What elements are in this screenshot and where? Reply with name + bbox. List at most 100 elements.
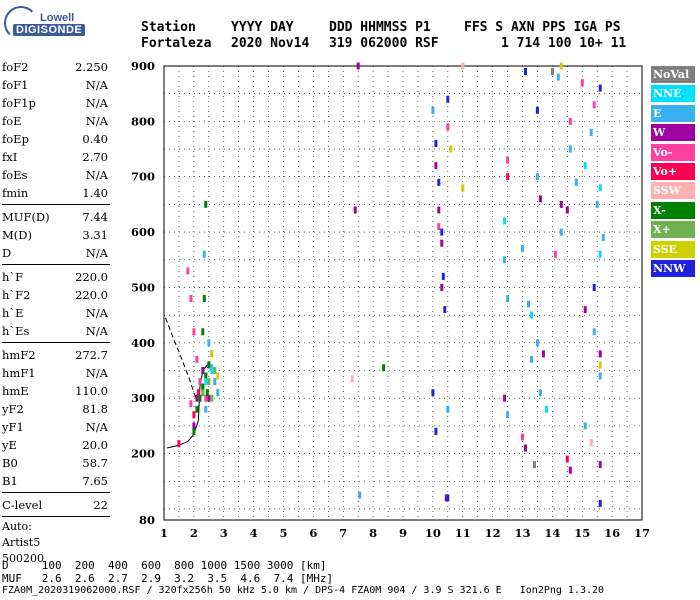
x-tick-label: 2 <box>190 526 198 540</box>
param-value: 220.0 <box>75 288 108 302</box>
x-tick-label: 12 <box>485 526 501 540</box>
echo-mark-e <box>568 145 572 153</box>
logo-lowell: Lowell <box>40 12 75 24</box>
x-tick-label: 11 <box>455 526 471 540</box>
echo-mark-x- <box>201 328 205 336</box>
echo-mark-e <box>213 378 217 386</box>
echo-mark-noval <box>550 68 554 75</box>
echo-mark-vo- <box>195 355 199 363</box>
echo-mark-e <box>204 405 208 413</box>
footer-info: FZA0M_2020319062000.RSF / 320fx256h 50 k… <box>2 585 605 596</box>
param-label: B0 <box>2 456 18 470</box>
echo-mark-e <box>556 73 560 81</box>
legend-item-x-: X+ <box>651 221 695 239</box>
echo-mark-e <box>530 355 533 363</box>
param-row: B0 58.7 <box>2 454 110 472</box>
echo-mark-x- <box>202 295 206 302</box>
param-label: fmin <box>2 186 29 200</box>
echo-mark-e <box>506 411 510 419</box>
param-label: M(D) <box>2 228 32 242</box>
echo-mark-nne <box>544 405 548 413</box>
echo-mark-sse <box>210 350 214 358</box>
x-tick-label: 5 <box>279 526 287 540</box>
echo-mark-vo- <box>553 250 557 258</box>
param-value: N/A <box>85 96 108 110</box>
logo-arc-icon <box>4 6 38 40</box>
echo-mark-vo- <box>192 328 196 336</box>
echo-mark-sse <box>449 145 453 153</box>
header-label: FFS S AXN PPS IGA PS <box>464 20 621 35</box>
echo-mark-vo- <box>186 267 190 275</box>
header-label: DDD HHMMSS P1 <box>329 20 431 35</box>
param-label: fxI <box>2 150 18 164</box>
header-value: 1 714 100 10+ 11 <box>501 36 627 51</box>
echo-mark-ssw <box>350 375 354 383</box>
param-value: 20.0 <box>82 438 108 452</box>
echo-mark-e <box>574 178 578 186</box>
param-row: fxI 2.70 <box>2 148 110 166</box>
echo-mark-nne <box>530 311 533 319</box>
param-label: foF2 <box>2 60 29 74</box>
param-label: yF2 <box>2 402 24 416</box>
echo-mark-nne <box>503 217 507 225</box>
param-label: hmF2 <box>2 348 36 362</box>
echo-mark-x- <box>195 405 199 413</box>
echo-mark-w <box>541 350 545 358</box>
echo-mark-x- <box>198 394 202 402</box>
y-tick-label: 300 <box>131 391 155 405</box>
panel-divider <box>2 342 110 343</box>
param-value: N/A <box>85 324 108 338</box>
echo-mark-vo- <box>506 156 510 164</box>
param-value: 7.65 <box>82 474 108 488</box>
echo-mark-nne <box>204 378 208 386</box>
polarization-legend: NoVal NNE E W Vo- Vo+ SSW X- X+ SSE NNW <box>651 66 695 279</box>
param-value: 22 <box>93 498 108 512</box>
param-value: N/A <box>85 114 108 128</box>
autoscaling-line: 500200 <box>2 552 44 565</box>
echo-mark-e <box>598 372 602 380</box>
param-row: foE N/A <box>2 112 110 130</box>
param-value: N/A <box>85 420 108 434</box>
echo-mark-e <box>538 389 542 397</box>
echo-mark-vo- <box>446 123 450 131</box>
echo-mark-e <box>559 228 563 236</box>
param-row: yF1 N/A <box>2 418 110 436</box>
x-tick-label: 4 <box>250 526 258 540</box>
param-row: yF2 81.8 <box>2 400 110 418</box>
param-value: 2.70 <box>82 150 108 164</box>
distance-row: D 100 200 400 600 800 1000 1500 3000 [km… <box>2 559 327 572</box>
legend-item-nnw: NNW <box>651 259 695 277</box>
x-tick-label: 8 <box>369 526 377 540</box>
echo-mark-sse <box>461 184 465 192</box>
panel-divider <box>2 492 110 493</box>
x-tick-label: 3 <box>220 526 228 540</box>
param-label: foEs <box>2 168 28 182</box>
echo-mark-x- <box>201 389 205 397</box>
echo-mark-nne <box>210 367 214 374</box>
echo-mark-nnw <box>434 140 438 147</box>
echo-mark-w <box>583 306 587 314</box>
param-label: foEp <box>2 132 29 146</box>
echo-mark-x- <box>205 389 209 397</box>
echo-mark-sse <box>559 62 563 70</box>
echo-mark-vo- <box>521 433 524 441</box>
echo-mark-e <box>583 422 587 430</box>
parameter-panel: foF2 2.250 foF1 N/A foF1p N/A foE N/A foEp 0.40 fx… <box>2 58 110 568</box>
echo-mark-w <box>440 284 444 291</box>
param-label: C-level <box>2 498 43 512</box>
echo-mark-e <box>431 106 435 114</box>
echo-mark-e <box>216 389 220 397</box>
echo-mark-e <box>535 173 539 181</box>
echo-mark-x- <box>192 427 196 435</box>
echo-mark-x- <box>204 200 208 208</box>
echo-mark-vo- <box>198 378 202 386</box>
param-row: foF2 2.250 <box>2 58 110 76</box>
legend-item-e: E <box>651 104 695 122</box>
echo-mark-nnw <box>437 178 441 186</box>
legend-item-w: W <box>651 124 695 142</box>
x-tick-label: 16 <box>604 526 620 540</box>
x-tick-label: 17 <box>634 526 650 540</box>
echo-mark-w <box>565 206 569 214</box>
echo-mark-w <box>437 206 441 214</box>
legend-item-x-: X- <box>651 201 695 219</box>
